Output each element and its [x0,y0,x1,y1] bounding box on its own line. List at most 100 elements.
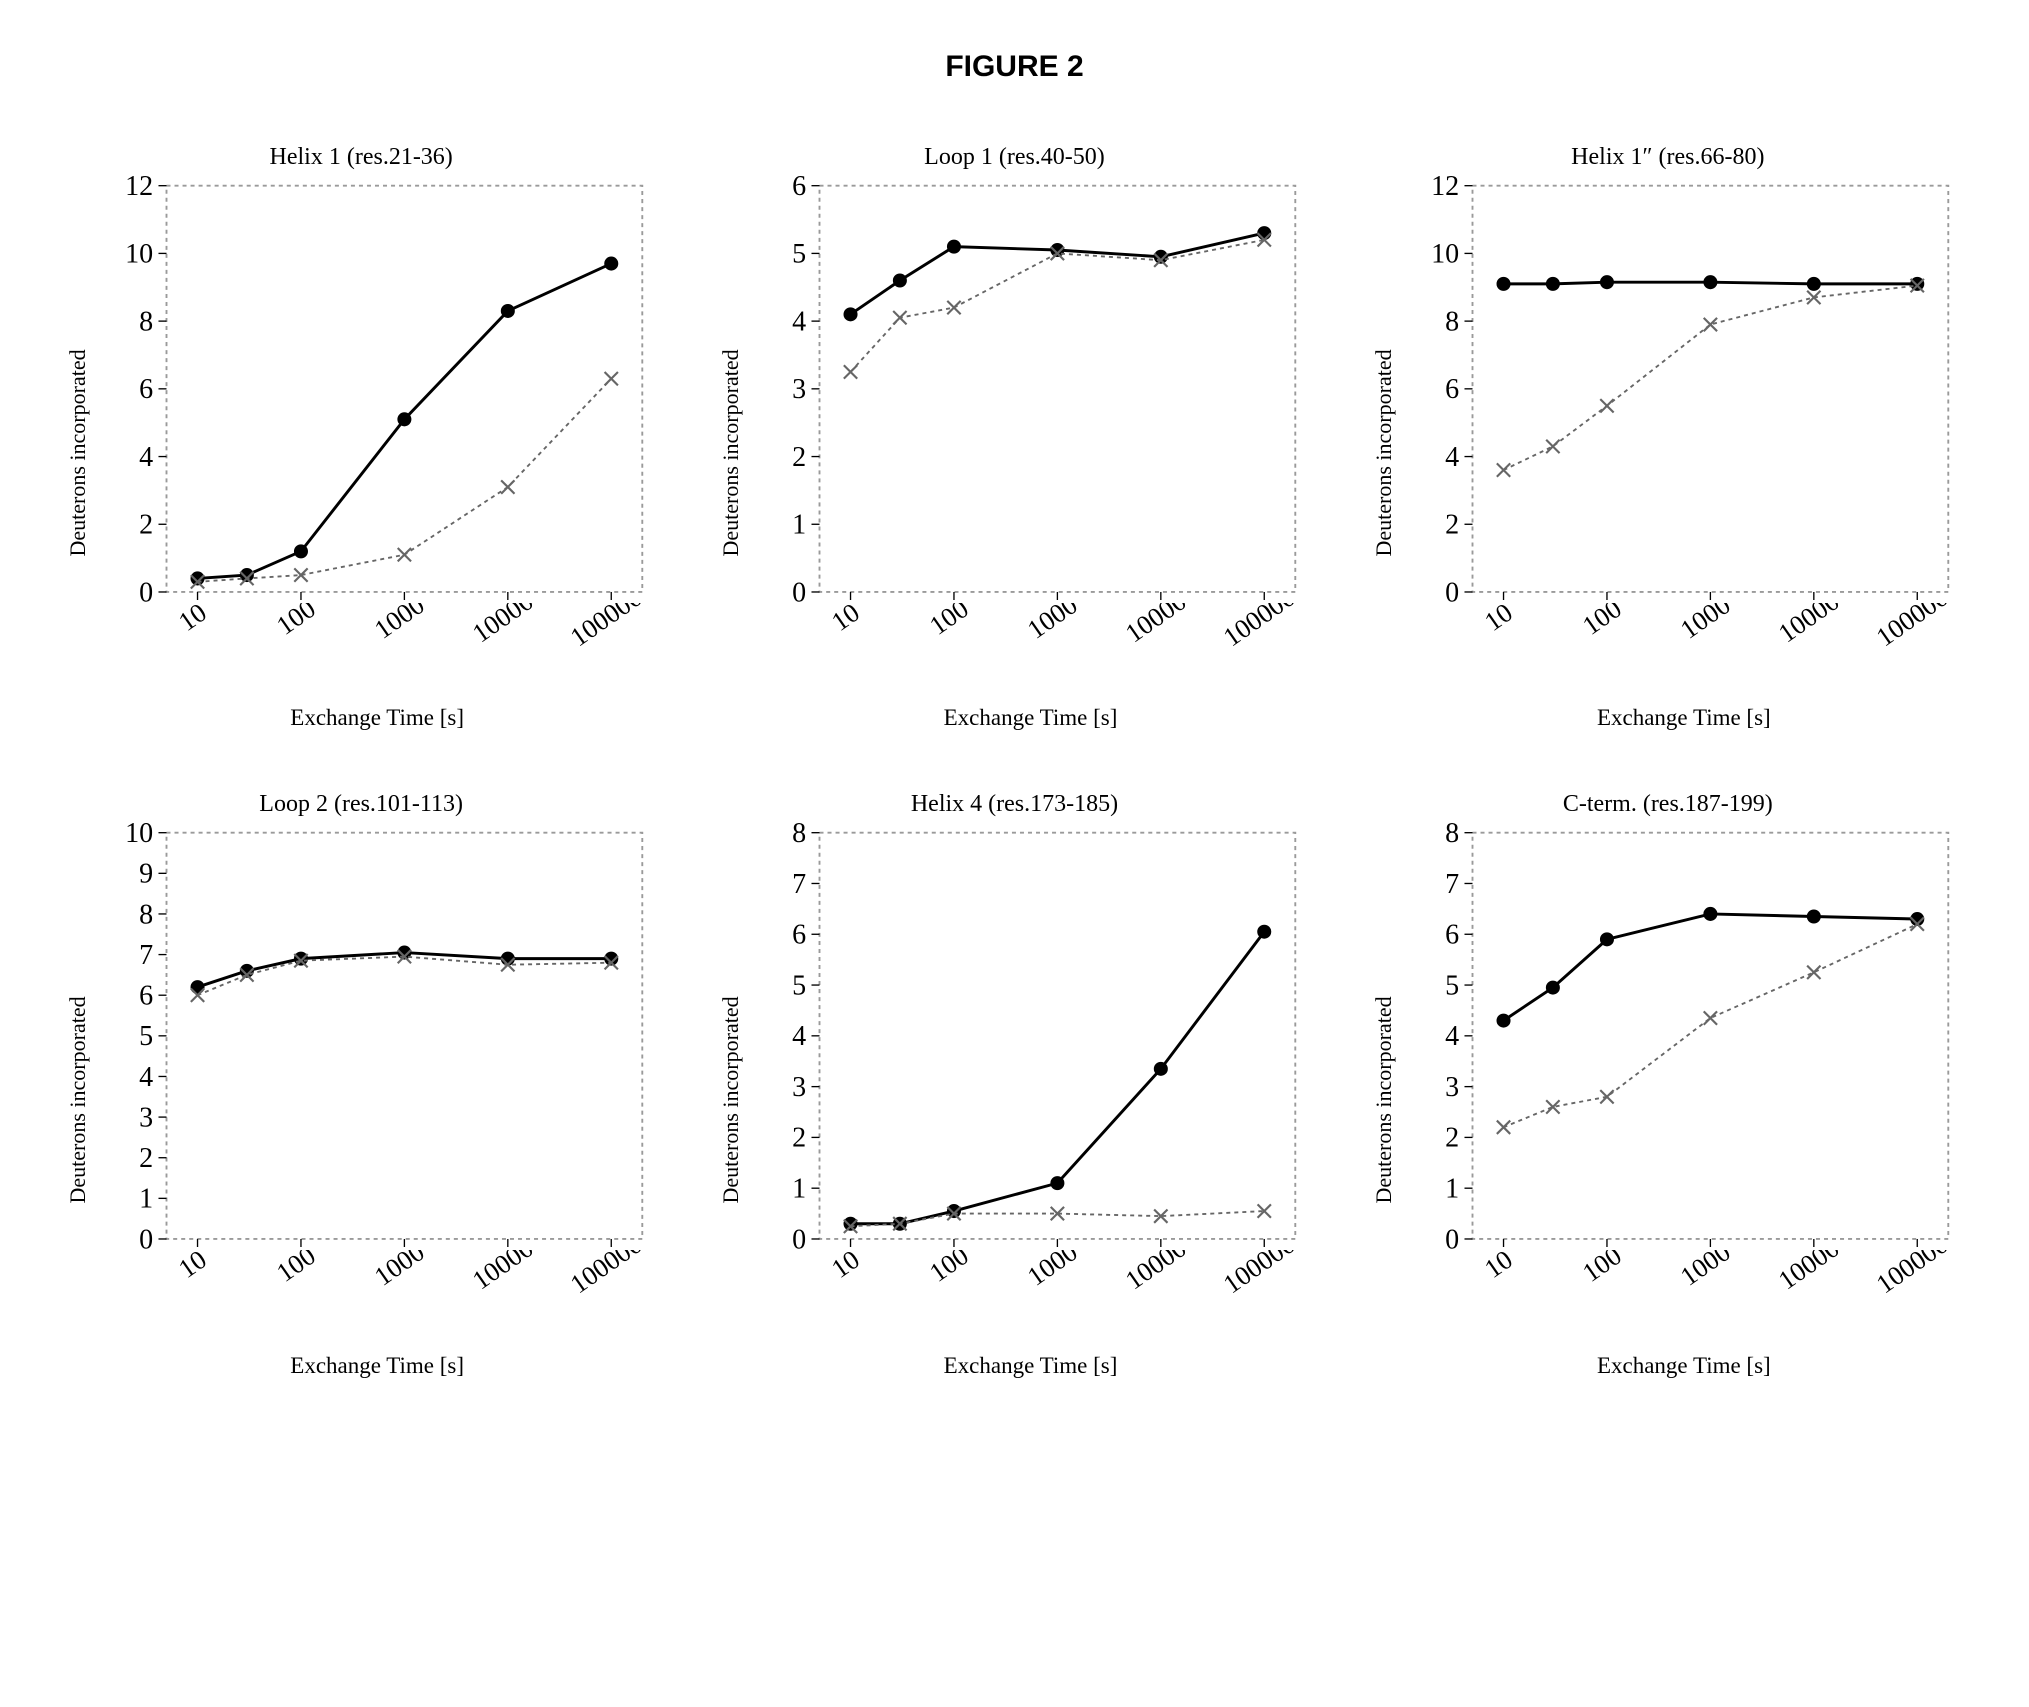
svg-text:100: 100 [270,1250,320,1288]
svg-text:4: 4 [1445,442,1459,473]
svg-text:2: 2 [1445,1123,1459,1154]
svg-text:10000: 10000 [466,603,538,648]
svg-text:1: 1 [1445,1174,1459,1205]
svg-text:100: 100 [1577,1250,1627,1288]
svg-text:4: 4 [139,1062,153,1093]
svg-text:12: 12 [1431,175,1459,202]
x-axis-label: Exchange Time [s] [750,705,1311,731]
svg-text:3: 3 [139,1103,153,1134]
panel-cterm: C-term. (res.187-199) Deuterons incorpor… [1371,791,1964,1378]
panel-loop1: Loop 1 (res.40-50) Deuterons incorporate… [718,144,1311,731]
svg-text:4: 4 [792,306,806,337]
svg-text:100000: 100000 [564,603,647,652]
svg-text:2: 2 [139,510,153,541]
svg-text:10: 10 [1479,1250,1518,1284]
svg-text:100000: 100000 [1871,1250,1954,1299]
x-axis-label: Exchange Time [s] [1403,705,1964,731]
svg-text:6: 6 [792,175,806,202]
svg-text:100: 100 [924,1250,974,1288]
svg-text:100: 100 [1577,603,1627,641]
y-axis-label: Deuterons incorporated [65,822,91,1378]
svg-text:10: 10 [125,239,153,270]
svg-text:5: 5 [792,239,806,270]
svg-text:10000: 10000 [466,1250,538,1295]
svg-text:4: 4 [792,1022,806,1053]
svg-text:10: 10 [172,603,211,637]
panel-title: Loop 2 (res.101-113) [65,791,658,818]
svg-text:6: 6 [1445,374,1459,405]
svg-text:100: 100 [270,603,320,641]
svg-text:0: 0 [139,1225,153,1250]
panel-title: Helix 4 (res.173-185) [718,791,1311,818]
svg-text:1000: 1000 [368,603,429,645]
svg-text:10000: 10000 [1120,603,1192,648]
svg-text:100000: 100000 [564,1250,647,1299]
svg-text:0: 0 [1445,1225,1459,1250]
svg-text:5: 5 [139,1022,153,1053]
x-axis-label: Exchange Time [s] [1403,1353,1964,1379]
svg-text:2: 2 [1445,510,1459,541]
y-axis-label: Deuterons incorporated [65,175,91,731]
svg-text:100000: 100000 [1217,603,1300,652]
svg-text:100: 100 [924,603,974,641]
svg-text:100000: 100000 [1217,1250,1300,1299]
svg-text:1000: 1000 [1022,1250,1083,1292]
svg-text:10: 10 [826,1250,865,1284]
panel-helix1pp: Helix 1″ (res.66-80) Deuterons incorpora… [1371,144,1964,731]
svg-text:7: 7 [1445,869,1459,900]
svg-text:7: 7 [139,940,153,971]
panel-grid: Helix 1 (res.21-36) Deuterons incorporat… [65,144,1965,1379]
svg-text:1: 1 [792,1174,806,1205]
y-axis-label: Deuterons incorporated [1371,822,1397,1378]
panel-title: Helix 1 (res.21-36) [65,144,658,171]
panel-helix4: Helix 4 (res.173-185) Deuterons incorpor… [718,791,1311,1378]
x-axis-label: Exchange Time [s] [750,1353,1311,1379]
svg-text:1000: 1000 [368,1250,429,1292]
svg-text:1000: 1000 [1675,1250,1736,1292]
figure-title: FIGURE 2 [60,50,1969,84]
svg-text:6: 6 [1445,920,1459,951]
svg-text:7: 7 [792,869,806,900]
svg-text:6: 6 [139,981,153,1012]
panel-title: Loop 1 (res.40-50) [718,144,1311,171]
svg-text:0: 0 [792,1225,806,1250]
svg-text:12: 12 [125,175,153,202]
svg-text:8: 8 [1445,822,1459,849]
svg-text:10: 10 [172,1250,211,1284]
panel-title: C-term. (res.187-199) [1371,791,1964,818]
svg-text:2: 2 [139,1144,153,1175]
svg-text:6: 6 [139,374,153,405]
svg-text:100000: 100000 [1871,603,1954,652]
y-axis-label: Deuterons incorporated [1371,175,1397,731]
svg-text:10: 10 [1479,603,1518,637]
svg-text:5: 5 [792,971,806,1002]
svg-text:1: 1 [792,510,806,541]
svg-text:6: 6 [792,920,806,951]
svg-text:3: 3 [792,374,806,405]
svg-text:8: 8 [139,306,153,337]
svg-text:4: 4 [1445,1022,1459,1053]
svg-text:8: 8 [1445,306,1459,337]
svg-text:1000: 1000 [1675,603,1736,645]
svg-text:8: 8 [792,822,806,849]
svg-text:10000: 10000 [1120,1250,1192,1295]
svg-text:10: 10 [125,822,153,849]
svg-text:10000: 10000 [1773,1250,1845,1295]
svg-text:10000: 10000 [1773,603,1845,648]
svg-text:3: 3 [1445,1072,1459,1103]
svg-text:1000: 1000 [1022,603,1083,645]
svg-text:9: 9 [139,859,153,890]
svg-text:8: 8 [139,900,153,931]
panel-helix1: Helix 1 (res.21-36) Deuterons incorporat… [65,144,658,731]
svg-text:10: 10 [1431,239,1459,270]
svg-text:4: 4 [139,442,153,473]
y-axis-label: Deuterons incorporated [718,175,744,731]
y-axis-label: Deuterons incorporated [718,822,744,1378]
svg-text:1: 1 [139,1184,153,1215]
svg-text:0: 0 [792,577,806,602]
svg-text:5: 5 [1445,971,1459,1002]
svg-text:10: 10 [826,603,865,637]
svg-text:3: 3 [792,1072,806,1103]
svg-text:2: 2 [792,1123,806,1154]
panel-title: Helix 1″ (res.66-80) [1371,144,1964,171]
